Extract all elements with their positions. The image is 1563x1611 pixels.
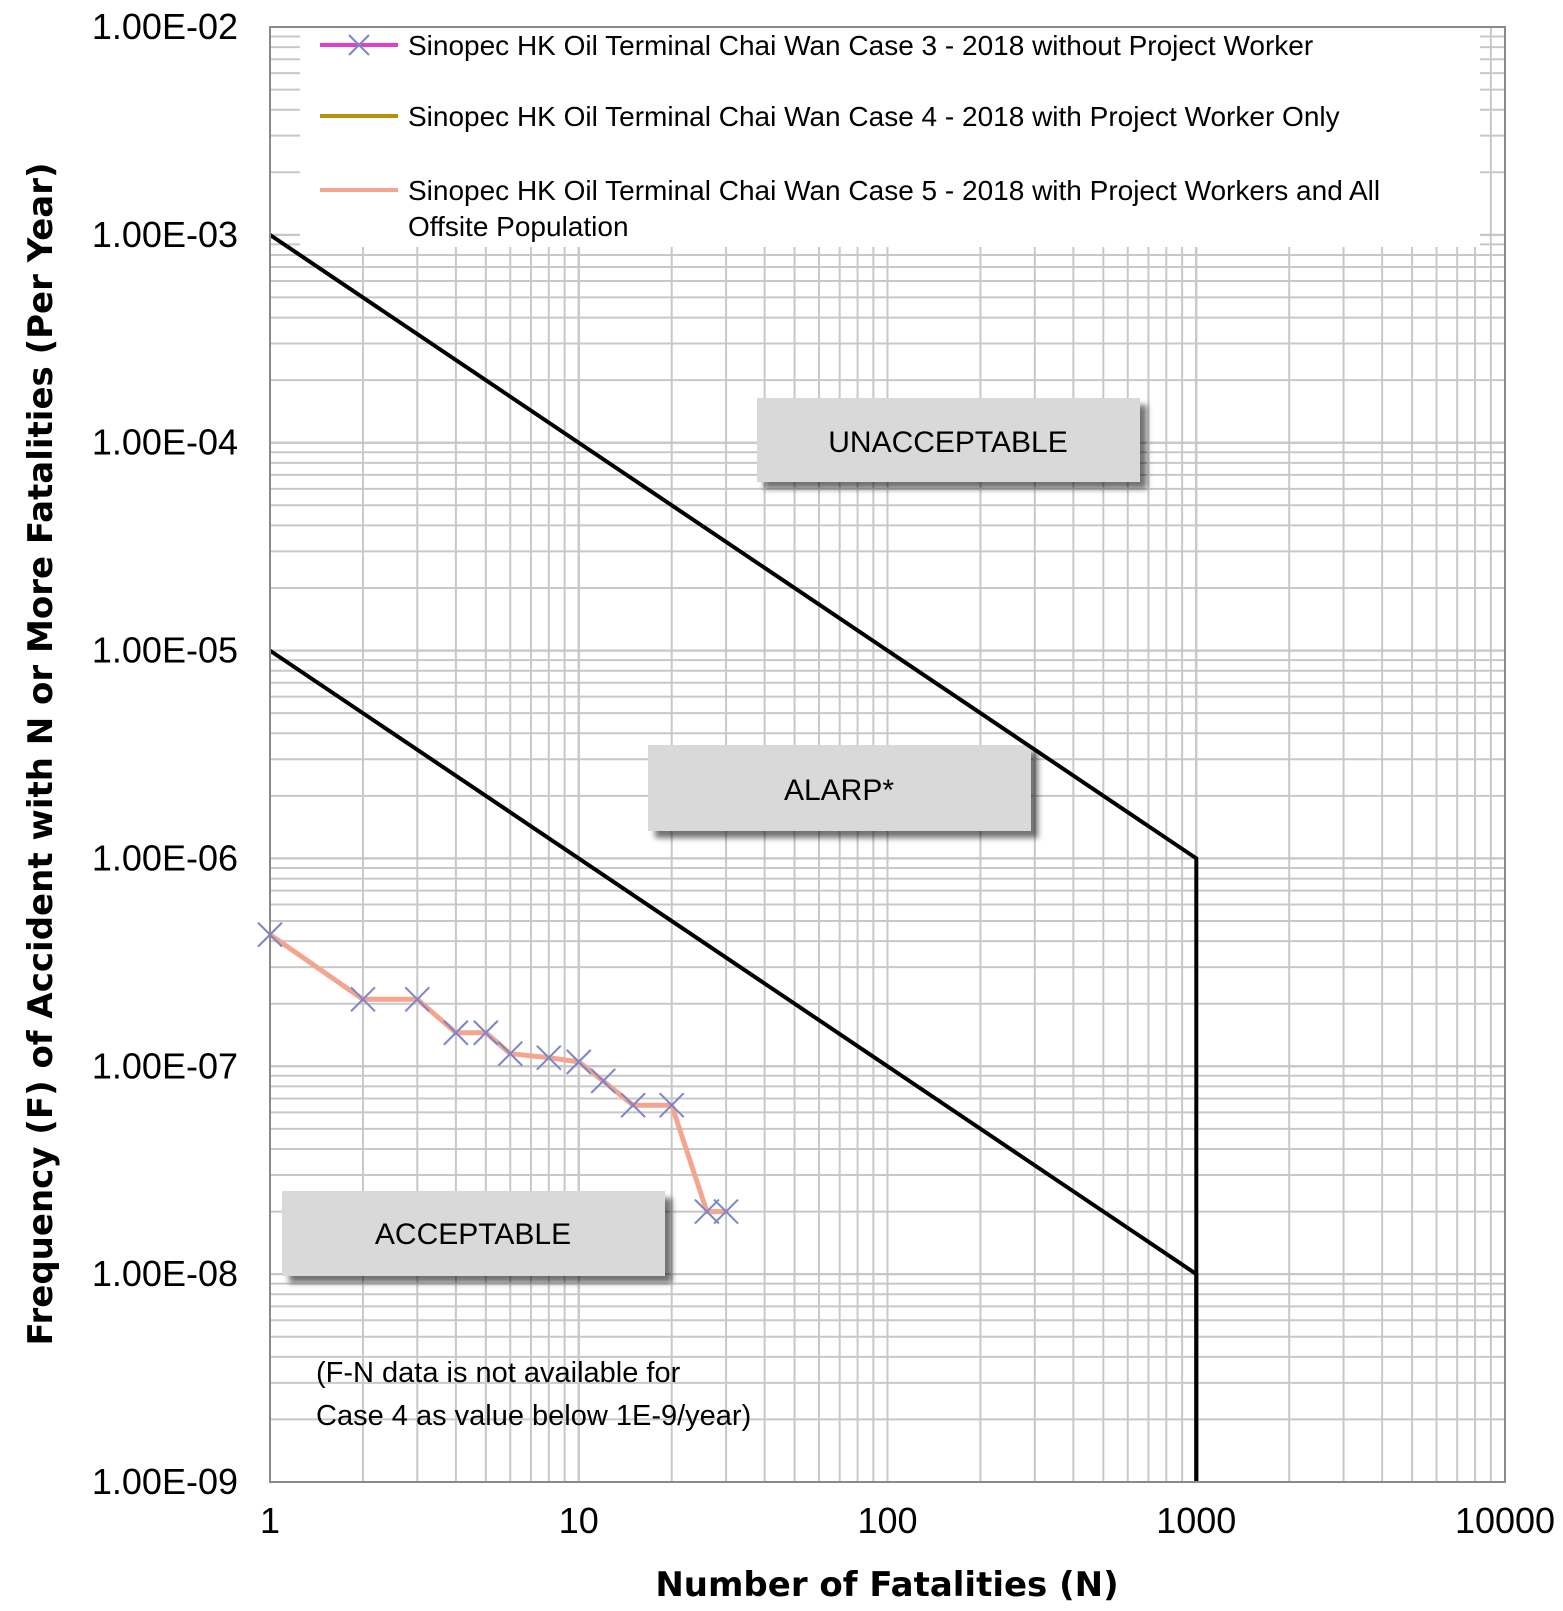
x-tick-label: 10 <box>559 1500 599 1541</box>
y-tick-label: 1.00E-02 <box>92 6 238 47</box>
note-text: (F-N data is not available for Case 4 as… <box>316 1357 751 1432</box>
x-tick-label: 10000 <box>1455 1500 1555 1541</box>
case3-marker-point <box>620 1092 646 1118</box>
criteria-lines <box>268 233 1199 1482</box>
case3-marker-point <box>590 1068 616 1094</box>
y-tick-label: 1.00E-05 <box>92 630 238 671</box>
legend-entry-case4: Sinopec HK Oil Terminal Chai Wan Case 4 … <box>320 101 1340 132</box>
note-line-2: Case 4 as value below 1E-9/year) <box>316 1400 751 1432</box>
x-axis-ticks: 1 10 100 1000 10000 <box>260 1500 1555 1541</box>
legend-label-case5: Sinopec HK Oil Terminal Chai Wan Case 5 … <box>408 175 1388 242</box>
case3-marker-point <box>658 1092 685 1118</box>
case3-marker-point <box>473 1020 499 1046</box>
acceptable-label: ACCEPTABLE <box>375 1218 571 1251</box>
case3-marker-point <box>566 1049 592 1075</box>
y-tick-label: 1.00E-07 <box>92 1045 238 1086</box>
x-axis-title: Number of Fatalities (N) <box>655 1565 1118 1605</box>
case3-marker-point <box>694 1198 720 1225</box>
legend-label-case5-line1: Sinopec HK Oil Terminal Chai Wan Case 5 … <box>408 175 1380 206</box>
legend-label-case4: Sinopec HK Oil Terminal Chai Wan Case 4 … <box>408 101 1340 132</box>
y-tick-label: 1.00E-09 <box>92 1461 238 1502</box>
unacceptable-label: UNACCEPTABLE <box>828 426 1068 459</box>
y-axis-title: Frequency (F) of Accident with N or More… <box>21 162 61 1345</box>
case3-marker-point <box>404 986 431 1013</box>
alarp-box: ALARP* <box>648 745 1031 831</box>
note-line-1: (F-N data is not available for <box>316 1357 681 1389</box>
unacceptable-box: UNACCEPTABLE <box>757 398 1140 482</box>
legend-entry-case3: Sinopec HK Oil Terminal Chai Wan Case 3 … <box>320 30 1313 61</box>
legend: Sinopec HK Oil Terminal Chai Wan Case 3 … <box>300 27 1480 247</box>
legend-marker-case3 <box>348 34 370 56</box>
y-tick-label: 1.00E-03 <box>92 214 238 255</box>
case3-marker-point <box>713 1198 739 1225</box>
y-axis-ticks: 1.00E-09 1.00E-08 1.00E-07 1.00E-06 1.00E-05… <box>92 6 238 1502</box>
acceptable-box: ACCEPTABLE <box>282 1191 665 1276</box>
case3-marker-point <box>350 986 376 1013</box>
case3-marker-point <box>443 1020 469 1046</box>
criteria-line-2 <box>268 648 1199 1482</box>
y-tick-label: 1.00E-04 <box>92 422 238 463</box>
y-tick-label: 1.00E-06 <box>92 837 238 878</box>
legend-entry-case5: Sinopec HK Oil Terminal Chai Wan Case 5 … <box>320 175 1388 242</box>
case3-marker-point <box>497 1040 523 1067</box>
legend-label-case3: Sinopec HK Oil Terminal Chai Wan Case 3 … <box>408 30 1313 61</box>
series-layer <box>257 921 739 1225</box>
x-tick-label: 1 <box>260 1500 280 1541</box>
alarp-label: ALARP* <box>784 774 894 807</box>
legend-label-case5-line2: Offsite Population <box>408 211 629 242</box>
case3-marker-point <box>536 1044 562 1071</box>
plot-border <box>269 26 1506 1483</box>
legend-background <box>300 27 1480 247</box>
y-tick-label: 1.00E-08 <box>92 1253 238 1294</box>
x-tick-label: 1000 <box>1156 1500 1236 1541</box>
x-tick-label: 100 <box>857 1500 917 1541</box>
